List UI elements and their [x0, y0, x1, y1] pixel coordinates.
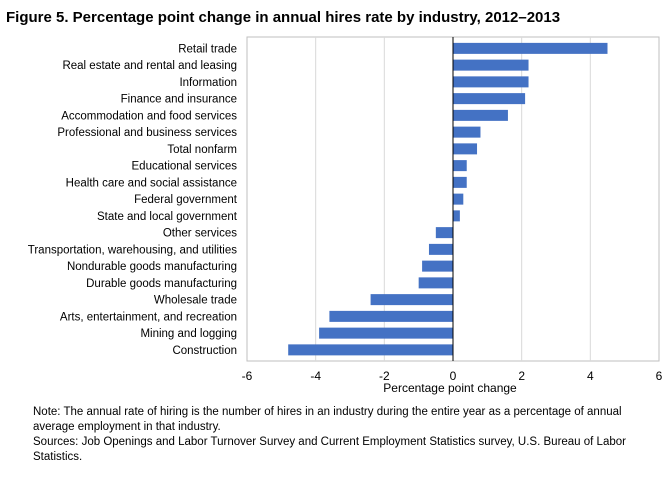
- note-text: Note: The annual rate of hiring is the n…: [33, 406, 622, 433]
- category-label: Nondurable goods manufacturing: [67, 261, 237, 273]
- x-tick-label: -6: [242, 369, 253, 383]
- x-tick-label: 4: [587, 369, 594, 383]
- bar-chart: Retail trade Real estate and rental and l…: [28, 36, 663, 395]
- sources-text: Sources: Job Openings and Labor Turnover…: [33, 436, 626, 463]
- bar: [288, 344, 453, 356]
- bar: [453, 160, 467, 172]
- category-label: Finance and insurance: [121, 94, 237, 106]
- category-label: Accommodation and food services: [61, 110, 237, 122]
- gridlines: [315, 37, 591, 361]
- bars: [288, 37, 608, 361]
- category-label: Information: [179, 77, 237, 89]
- bar: [453, 93, 526, 105]
- category-label: Professional and business services: [57, 127, 237, 139]
- category-label: Total nonfarm: [167, 144, 237, 156]
- category-label: Other services: [163, 228, 237, 240]
- x-axis-ticks: -6 -4 -2 0 2 4 6: [242, 369, 663, 383]
- category-label: Arts, entertainment, and recreation: [60, 311, 237, 323]
- x-tick-label: 0: [450, 369, 457, 383]
- category-label: Retail trade: [178, 43, 237, 55]
- bar: [428, 243, 453, 255]
- x-tick-label: 2: [518, 369, 525, 383]
- category-label: Transportation, warehousing, and utiliti…: [28, 244, 237, 256]
- bar: [435, 227, 453, 239]
- category-label: Educational services: [132, 161, 238, 173]
- bar: [453, 143, 478, 155]
- chart-notes: Note: The annual rate of hiring is the n…: [33, 405, 633, 465]
- category-label: Health care and social assistance: [66, 177, 237, 189]
- bar: [453, 176, 467, 188]
- category-label: State and local government: [97, 211, 238, 223]
- bar: [453, 193, 464, 205]
- x-tick-label: -4: [310, 369, 321, 383]
- x-axis-label: Percentage point change: [383, 381, 517, 395]
- category-label: Durable goods manufacturing: [86, 278, 237, 290]
- bar: [319, 327, 453, 339]
- bar: [418, 277, 453, 289]
- x-tick-label: -2: [379, 369, 390, 383]
- chart-title: Figure 5. Percentage point change in ann…: [6, 9, 561, 26]
- bar: [453, 210, 460, 222]
- category-label: Construction: [172, 345, 237, 357]
- bar: [453, 59, 529, 71]
- category-label: Wholesale trade: [154, 295, 237, 307]
- category-label: Real estate and rental and leasing: [62, 60, 237, 72]
- bar: [422, 260, 453, 272]
- x-tick-label: 6: [656, 369, 663, 383]
- category-label: Mining and logging: [140, 328, 237, 340]
- bar: [453, 109, 508, 121]
- category-label: Federal government: [134, 194, 238, 206]
- bar: [370, 294, 453, 306]
- bar: [453, 76, 529, 88]
- category-labels: Retail trade Real estate and rental and l…: [28, 43, 238, 357]
- bar: [453, 126, 481, 138]
- bar: [329, 310, 453, 322]
- bar: [453, 42, 608, 54]
